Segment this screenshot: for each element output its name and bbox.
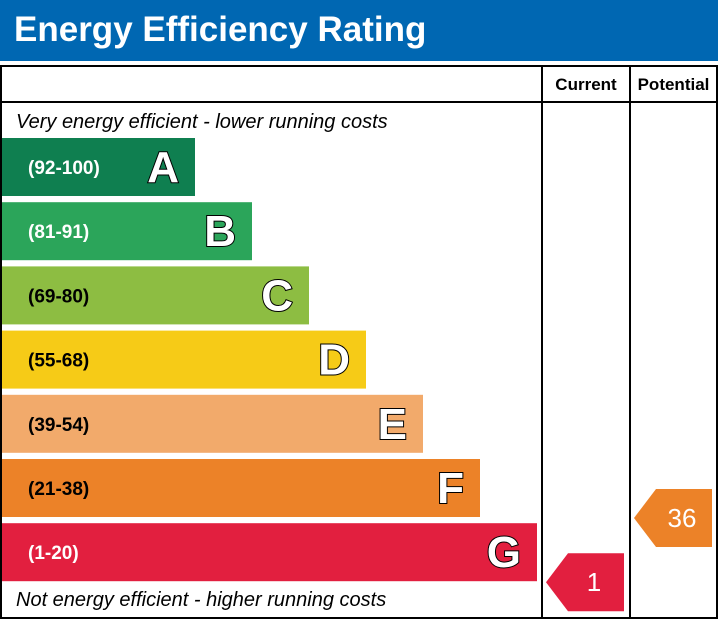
band-d: (55-68) D	[2, 330, 366, 389]
top-caption: Very energy efficient - lower running co…	[16, 111, 388, 133]
band-range-label: (69-80)	[28, 286, 89, 307]
band-range-label: (55-68)	[28, 351, 89, 372]
chart-frame	[0, 65, 718, 619]
current-rating-arrow-shape	[546, 553, 624, 612]
chart-labels: Current Potential Very energy efficient - …	[16, 75, 709, 611]
band-range-label: (39-54)	[28, 415, 89, 436]
rating-arrows: 1 36	[546, 489, 712, 612]
band-range-label: (21-38)	[28, 479, 89, 500]
band-a: (92-100) A	[2, 138, 195, 196]
header-bar: Energy Efficiency Rating	[0, 0, 718, 61]
band-letter: D	[318, 336, 350, 385]
band-letter: E	[378, 400, 407, 449]
band-range-label: (92-100)	[28, 158, 100, 179]
bottom-caption: Not energy efficient - higher running co…	[16, 589, 386, 611]
potential-rating-arrow: 36	[634, 489, 712, 547]
outer-border	[0, 65, 718, 619]
band-letter: G	[487, 528, 521, 577]
band-bar-g	[2, 523, 537, 582]
potential-rating-arrow-value: 36	[668, 503, 697, 533]
band-b: (81-91) B	[2, 202, 252, 261]
band-f: (21-38) F	[2, 459, 480, 517]
band-bar-f	[2, 459, 480, 517]
current-column-header: Current	[555, 75, 617, 94]
band-bar-b	[2, 202, 252, 261]
band-c: (69-80) C	[2, 266, 309, 325]
band-bar-d	[2, 330, 366, 389]
page-title: Energy Efficiency Rating	[14, 10, 427, 49]
band-letter: C	[261, 271, 293, 320]
rating-bands: (92-100) A (81-91) B (69-80) C (55-68) D (39-54)…	[2, 138, 537, 582]
band-g: (1-20) G	[2, 523, 537, 582]
band-letter: A	[147, 143, 179, 192]
band-bar-a	[2, 138, 195, 196]
band-range-label: (1-20)	[28, 543, 79, 564]
current-rating-arrow-value: 1	[587, 567, 601, 597]
band-e: (39-54) E	[2, 394, 423, 453]
potential-rating-arrow-shape	[634, 489, 712, 547]
band-letter: B	[204, 207, 236, 256]
band-range-label: (81-91)	[28, 222, 89, 243]
band-bar-c	[2, 266, 309, 325]
potential-column-header: Potential	[638, 75, 710, 94]
band-bar-e	[2, 394, 423, 453]
band-letter: F	[437, 464, 464, 513]
current-rating-arrow: 1	[546, 553, 624, 612]
